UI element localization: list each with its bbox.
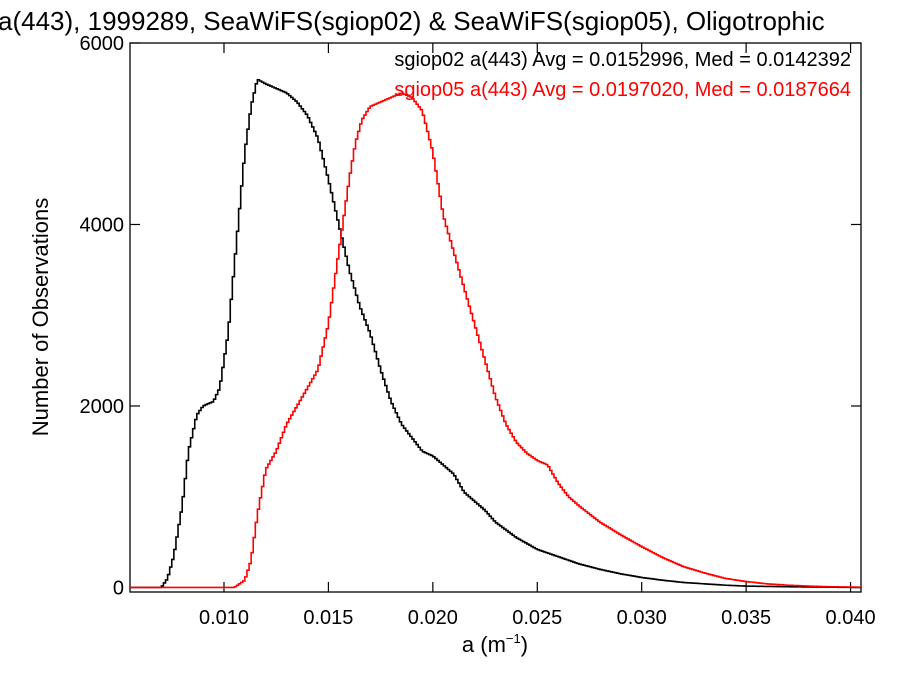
legend-entry-red: sgiop05 a(443) Avg = 0.0197020, Med = 0.… (394, 79, 851, 101)
x-axis-label-text: a (m (462, 632, 506, 657)
x-axis-label-close: ) (521, 632, 528, 657)
series-line-sgiop05 (130, 92, 862, 589)
y-axis-ticks: 0 2000 4000 6000 (80, 33, 861, 599)
x-axis-label-superscript: −1 (506, 631, 521, 646)
x-tick-label: 0.040 (826, 607, 876, 629)
x-tick-label: 0.020 (408, 607, 458, 629)
x-tick-label: 0.035 (721, 607, 771, 629)
y-tick-label: 0 (113, 577, 124, 599)
legend-entry-black: sgiop02 a(443) Avg = 0.0152996, Med = 0.… (394, 49, 851, 71)
x-tick-label: 0.010 (199, 607, 249, 629)
x-tick-label: 0.025 (512, 607, 562, 629)
chart-title: a(443), 1999289, SeaWiFS(sgiop02) & SeaW… (0, 6, 825, 36)
y-tick-label: 4000 (80, 214, 125, 236)
series-line-sgiop02 (130, 79, 862, 589)
plot-frame (129, 42, 862, 593)
y-axis-label: Number of Observations (28, 198, 53, 436)
y-tick-label: 6000 (80, 33, 125, 55)
x-axis-label: a (m−1) (462, 631, 528, 657)
x-axis-ticks: 0.010 0.015 0.020 0.025 0.030 0.035 0.040 (199, 43, 876, 629)
x-tick-label: 0.015 (303, 607, 353, 629)
series-group (130, 79, 862, 589)
x-tick-label: 0.030 (617, 607, 667, 629)
y-tick-label: 2000 (80, 396, 125, 418)
